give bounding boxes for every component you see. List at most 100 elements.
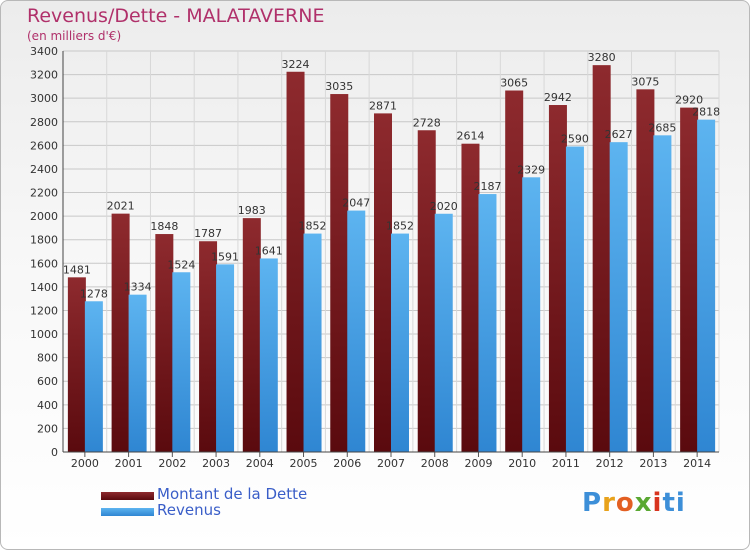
bar-revenue bbox=[347, 210, 366, 452]
legend-swatch-revenue bbox=[101, 508, 154, 516]
data-label-revenue: 1641 bbox=[255, 244, 283, 257]
x-tick-label: 2006 bbox=[333, 457, 361, 470]
data-label-debt: 2942 bbox=[544, 91, 572, 104]
y-tick-label: 2200 bbox=[30, 187, 58, 200]
x-tick-label: 2007 bbox=[377, 457, 405, 470]
y-tick-label: 2000 bbox=[30, 210, 58, 223]
y-tick-label: 2600 bbox=[30, 139, 58, 152]
bar-revenue bbox=[391, 233, 409, 452]
bar-revenue bbox=[434, 213, 453, 452]
x-tick-label: 2013 bbox=[639, 457, 667, 470]
axes: 0 200 400 600 800 1000 1200 1400 1600 1800 2000 220… bbox=[30, 45, 719, 470]
y-tick-label: 3000 bbox=[30, 92, 58, 105]
bar-debt bbox=[155, 234, 174, 452]
data-label-debt: 2728 bbox=[413, 116, 441, 129]
data-label-revenue: 2329 bbox=[517, 163, 545, 176]
data-label-revenue: 2020 bbox=[430, 200, 458, 213]
y-tick-label: 600 bbox=[37, 375, 58, 388]
data-label-debt: 2871 bbox=[369, 99, 397, 112]
x-tick-label: 2004 bbox=[246, 457, 274, 470]
chart-title: Revenus/Dette - MALATAVERNE bbox=[27, 5, 325, 27]
data-label-debt: 3224 bbox=[282, 58, 310, 71]
bar-revenue bbox=[303, 233, 322, 452]
bar-debt bbox=[636, 89, 655, 453]
x-tick-label: 2010 bbox=[508, 457, 536, 470]
data-label-debt: 3065 bbox=[500, 77, 528, 90]
bar-debt bbox=[461, 143, 480, 452]
bar-debt bbox=[330, 94, 349, 453]
bar-debt bbox=[242, 218, 261, 452]
bar-revenue bbox=[478, 194, 497, 452]
x-tick-label: 2011 bbox=[552, 457, 580, 470]
bar-revenue bbox=[128, 294, 147, 452]
bars bbox=[67, 65, 716, 453]
x-tick-label: 2005 bbox=[290, 457, 318, 470]
legend-label-revenue: Revenus bbox=[157, 501, 221, 519]
data-label-revenue: 2590 bbox=[561, 133, 589, 146]
data-label-revenue: 2187 bbox=[473, 180, 501, 193]
bar-debt bbox=[417, 130, 436, 452]
y-tick-label: 2400 bbox=[30, 163, 58, 176]
bar-debt bbox=[286, 71, 305, 453]
x-tick-label: 2014 bbox=[683, 457, 711, 470]
bar-revenue bbox=[259, 258, 278, 452]
bar-debt bbox=[199, 241, 218, 452]
bar-debt bbox=[111, 213, 130, 452]
bar-revenue bbox=[697, 119, 716, 453]
x-tick-label: 2008 bbox=[421, 457, 449, 470]
y-tick-label: 2800 bbox=[30, 116, 58, 129]
data-label-revenue: 1852 bbox=[299, 220, 327, 233]
data-label-debt: 1983 bbox=[238, 204, 266, 217]
y-tick-label: 1000 bbox=[30, 328, 58, 341]
x-tick-label: 2003 bbox=[202, 457, 230, 470]
data-label-debt: 1481 bbox=[63, 263, 91, 276]
y-tick-label: 3200 bbox=[30, 69, 58, 82]
data-label-revenue: 2047 bbox=[342, 197, 370, 210]
proxiti-logo: Proxiti bbox=[582, 488, 686, 518]
data-label-debt: 3280 bbox=[588, 51, 616, 64]
data-label-debt: 3075 bbox=[631, 75, 659, 88]
data-label-debt: 1787 bbox=[194, 227, 222, 240]
bar-revenue bbox=[565, 146, 584, 452]
bar-revenue bbox=[172, 272, 191, 452]
x-tick-label: 2002 bbox=[158, 457, 186, 470]
bar-revenue bbox=[653, 135, 672, 452]
y-tick-label: 3400 bbox=[30, 45, 58, 58]
x-tick-label: 2000 bbox=[71, 457, 99, 470]
bar-debt bbox=[67, 277, 86, 452]
y-tick-label: 400 bbox=[37, 399, 58, 412]
chart-subtitle: (en milliers d'€) bbox=[27, 29, 122, 43]
data-label-revenue: 2685 bbox=[648, 121, 676, 134]
y-tick-label: 1600 bbox=[30, 257, 58, 270]
legend-label-debt: Montant de la Dette bbox=[157, 485, 308, 503]
y-tick-label: 200 bbox=[37, 422, 58, 435]
bar-revenue bbox=[522, 177, 541, 452]
data-labels: 1481 1278 2021 1334 1848 1524 1787 1591 1983 1641… bbox=[63, 51, 720, 300]
bar-revenue bbox=[216, 264, 235, 452]
data-label-revenue: 1278 bbox=[80, 287, 108, 300]
data-label-debt: 2614 bbox=[456, 130, 484, 143]
data-label-revenue: 1591 bbox=[211, 250, 239, 263]
data-label-revenue: 1852 bbox=[386, 220, 414, 233]
x-tick-label: 2012 bbox=[596, 457, 624, 470]
legend-swatch-debt bbox=[101, 492, 154, 500]
x-tick-label: 2001 bbox=[115, 457, 143, 470]
y-tick-label: 1800 bbox=[30, 234, 58, 247]
data-label-revenue: 1524 bbox=[167, 258, 195, 271]
bar-debt bbox=[505, 90, 524, 453]
y-tick-label: 800 bbox=[37, 352, 58, 365]
data-label-debt: 3035 bbox=[325, 80, 353, 93]
y-tick-label: 1400 bbox=[30, 281, 58, 294]
data-label-revenue: 2818 bbox=[692, 106, 720, 119]
x-tick-label: 2009 bbox=[464, 457, 492, 470]
bar-debt bbox=[548, 105, 567, 452]
bar-revenue bbox=[84, 301, 103, 452]
bar-debt bbox=[680, 107, 699, 453]
y-tick-label: 0 bbox=[51, 446, 58, 459]
data-label-debt: 2021 bbox=[107, 200, 135, 213]
y-tick-label: 1200 bbox=[30, 304, 58, 317]
bar-debt bbox=[592, 65, 611, 452]
data-label-revenue: 1334 bbox=[124, 281, 152, 294]
